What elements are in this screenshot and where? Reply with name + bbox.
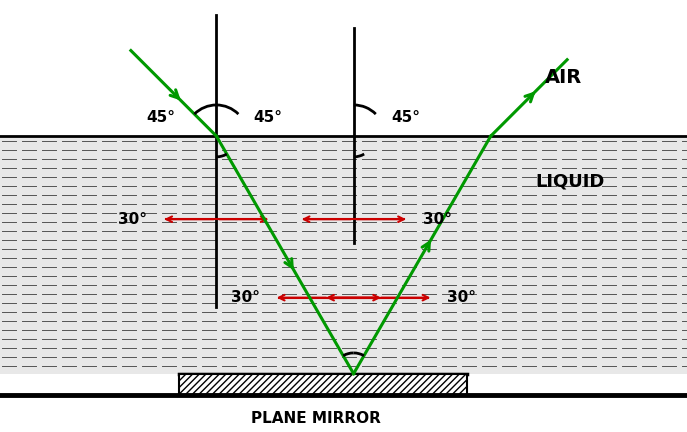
Text: AIR: AIR [545,68,582,87]
Text: 45°: 45° [391,110,420,125]
Text: 45°: 45° [146,110,175,125]
Bar [0,0,687,136]
Bar [179,374,467,395]
Text: PLANE MIRROR: PLANE MIRROR [251,411,381,426]
Text: 30°: 30° [118,212,148,227]
Text: 45°: 45° [254,110,282,125]
Text: 30°: 30° [423,212,452,227]
Bar [0,374,687,432]
Text: 30°: 30° [447,290,476,305]
Text: LIQUID: LIQUID [536,172,605,191]
Text: 30°: 30° [231,290,260,305]
Bar [0,136,687,374]
